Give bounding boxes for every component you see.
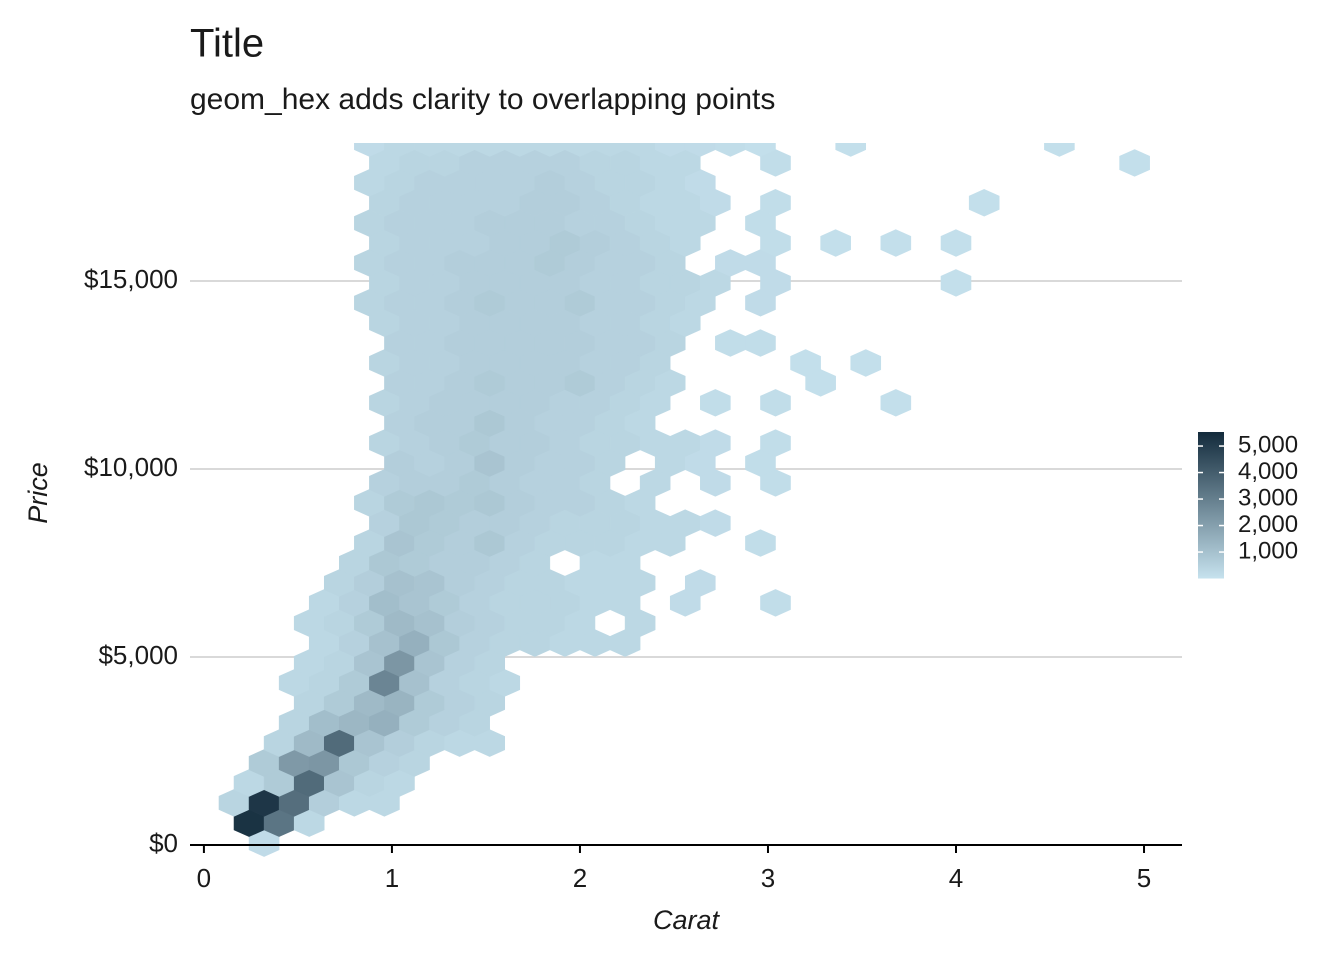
- hex-layer: [218, 143, 1150, 857]
- hex-bin: [760, 429, 791, 457]
- hex-bin: [444, 143, 475, 157]
- hex-bin: [968, 189, 1000, 217]
- hex-bin: [940, 229, 972, 257]
- hex-bin: [745, 329, 776, 357]
- hex-bin: [624, 143, 656, 157]
- legend-label: 3,000: [1238, 484, 1298, 511]
- hex-bin: [354, 143, 385, 157]
- hex-bin: [1044, 143, 1075, 157]
- x-tick-label: 3: [761, 863, 775, 893]
- hex-bin: [384, 143, 415, 157]
- hex-bin: [715, 329, 746, 357]
- hex-bin: [654, 143, 686, 157]
- legend-label: 1,000: [1238, 537, 1298, 564]
- chart-subtitle: geom_hex adds clarity to overlapping poi…: [190, 83, 775, 116]
- hex-bin: [940, 269, 972, 297]
- y-tick-label: $15,000: [84, 264, 178, 294]
- hex-bin: [760, 589, 791, 617]
- x-tick-label: 0: [197, 863, 211, 893]
- hex-bin: [684, 569, 716, 597]
- hex-bin: [1119, 149, 1150, 177]
- colorbar: [1198, 432, 1224, 579]
- hex-bin: [745, 529, 776, 557]
- legend-label: 4,000: [1238, 458, 1298, 485]
- chart-title: Title: [190, 22, 264, 66]
- hex-bin: [684, 143, 716, 157]
- hex-bin: [820, 229, 851, 257]
- x-tick-label: 2: [573, 863, 587, 893]
- y-tick-label: $5,000: [98, 640, 178, 670]
- hex-bin: [474, 143, 506, 157]
- legend-label: 5,000: [1238, 431, 1298, 458]
- hex-bin: [700, 509, 731, 537]
- hex-bin: [760, 389, 791, 417]
- x-tick-label: 5: [1137, 863, 1151, 893]
- hex-bin: [594, 143, 626, 157]
- axes: $0 $5,000 $10,000 $15,000 0 1 2 3 4 5: [84, 264, 1182, 893]
- y-axis-title: Price: [23, 462, 53, 524]
- hex-bin: [534, 143, 566, 157]
- hex-bin: [745, 143, 776, 157]
- hex-bin: [715, 143, 746, 157]
- y-tick-label: $10,000: [84, 452, 178, 482]
- hex-bin: [880, 229, 912, 257]
- hex-bin: [564, 143, 596, 157]
- x-axis-title: Carat: [653, 905, 721, 935]
- x-tick-label: 4: [949, 863, 963, 893]
- hex-bin: [700, 429, 731, 457]
- y-tick-label: $0: [149, 828, 178, 858]
- hex-bin: [414, 143, 445, 157]
- hex-bin: [504, 143, 536, 157]
- hex-bin: [850, 349, 882, 377]
- hex-bin: [835, 143, 867, 157]
- legend-label: 2,000: [1238, 511, 1298, 538]
- x-tick-label: 1: [385, 863, 399, 893]
- hex-bin: [880, 389, 912, 417]
- hex-bin: [790, 349, 821, 377]
- hex-bin: [760, 189, 791, 217]
- hex-bin: [700, 389, 731, 417]
